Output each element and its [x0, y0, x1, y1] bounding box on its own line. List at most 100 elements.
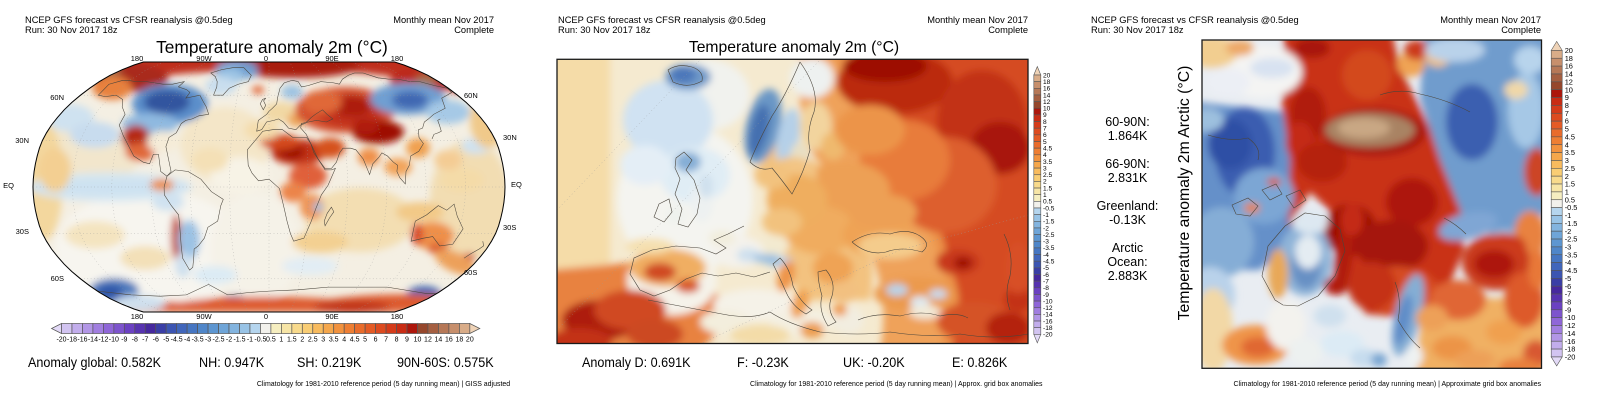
svg-text:-4.5: -4.5	[171, 337, 183, 344]
svg-text:-9: -9	[1043, 292, 1049, 299]
svg-text:-12: -12	[1565, 321, 1576, 330]
svg-text:0.5: 0.5	[1565, 195, 1575, 204]
svg-text:1.5: 1.5	[1043, 185, 1052, 192]
svg-text:-6: -6	[1043, 272, 1049, 279]
svg-text:4.5: 4.5	[1043, 145, 1052, 152]
svg-text:-2.5: -2.5	[1565, 235, 1578, 244]
svg-text:8: 8	[1043, 119, 1047, 126]
svg-text:12: 12	[1565, 77, 1573, 86]
svg-text:10: 10	[1043, 106, 1051, 113]
svg-text:9: 9	[1043, 112, 1047, 119]
svg-text:-20: -20	[56, 337, 66, 344]
svg-text:3.5: 3.5	[1565, 148, 1575, 157]
svg-text:-7: -7	[142, 337, 148, 344]
svg-text:-1: -1	[247, 337, 253, 344]
svg-text:-20: -20	[1565, 353, 1576, 362]
svg-text:-2.5: -2.5	[213, 337, 225, 344]
svg-text:-3.5: -3.5	[192, 337, 204, 344]
svg-text:-20: -20	[1043, 332, 1053, 339]
svg-text:-16: -16	[77, 337, 87, 344]
svg-text:3.5: 3.5	[1043, 159, 1052, 166]
svg-text:6: 6	[1043, 132, 1047, 139]
svg-text:18: 18	[455, 337, 463, 344]
svg-text:2: 2	[1043, 179, 1047, 186]
svg-text:6: 6	[374, 337, 378, 344]
svg-text:7: 7	[384, 337, 388, 344]
svg-text:5: 5	[1565, 125, 1569, 134]
svg-text:2: 2	[300, 337, 304, 344]
svg-text:18: 18	[1043, 79, 1051, 86]
svg-text:-2: -2	[1043, 225, 1049, 232]
svg-text:-3: -3	[205, 337, 211, 344]
svg-text:-16: -16	[1043, 318, 1053, 325]
svg-text:6: 6	[1565, 117, 1569, 126]
svg-text:-0.5: -0.5	[1043, 205, 1055, 212]
svg-text:-5: -5	[1043, 265, 1049, 272]
svg-text:-2: -2	[226, 337, 232, 344]
svg-text:-3: -3	[1043, 239, 1049, 246]
svg-text:-10: -10	[109, 337, 119, 344]
svg-text:12: 12	[1043, 99, 1051, 106]
svg-text:3.5: 3.5	[329, 337, 339, 344]
svg-text:-1.5: -1.5	[233, 337, 245, 344]
svg-text:-12: -12	[1043, 305, 1053, 312]
svg-text:3: 3	[321, 337, 325, 344]
svg-text:-7: -7	[1043, 278, 1049, 285]
svg-text:18: 18	[1565, 54, 1573, 63]
svg-text:-3.5: -3.5	[1565, 250, 1578, 259]
svg-text:-18: -18	[1043, 325, 1053, 332]
svg-text:16: 16	[1565, 62, 1573, 71]
svg-text:2.5: 2.5	[308, 337, 318, 344]
svg-text:5: 5	[363, 337, 367, 344]
svg-text:4.5: 4.5	[1565, 132, 1575, 141]
svg-text:-4: -4	[184, 337, 190, 344]
svg-text:16: 16	[1043, 86, 1051, 93]
svg-text:-14: -14	[1043, 312, 1053, 319]
svg-text:-7: -7	[1565, 290, 1572, 299]
svg-text:3: 3	[1043, 165, 1047, 172]
svg-text:-9: -9	[1565, 305, 1572, 314]
svg-text:-18: -18	[67, 337, 77, 344]
svg-text:-3: -3	[1565, 243, 1572, 252]
svg-text:-12: -12	[98, 337, 108, 344]
svg-text:-8: -8	[1043, 285, 1049, 292]
svg-text:-14: -14	[88, 337, 98, 344]
svg-text:-0.5: -0.5	[254, 337, 266, 344]
svg-text:-6: -6	[1565, 282, 1572, 291]
svg-text:8: 8	[395, 337, 399, 344]
svg-text:-8: -8	[132, 337, 138, 344]
svg-text:-2: -2	[1565, 227, 1572, 236]
svg-text:20: 20	[1565, 46, 1573, 55]
svg-text:-0.5: -0.5	[1565, 203, 1578, 212]
svg-text:9: 9	[1565, 93, 1569, 102]
svg-text:12: 12	[424, 337, 432, 344]
svg-text:-4: -4	[1043, 252, 1049, 259]
svg-text:-6: -6	[153, 337, 159, 344]
svg-text:20: 20	[1043, 72, 1051, 79]
svg-text:-4.5: -4.5	[1043, 259, 1055, 266]
svg-text:10: 10	[1565, 85, 1573, 94]
svg-text:4.5: 4.5	[350, 337, 360, 344]
svg-text:14: 14	[1043, 92, 1051, 99]
svg-text:8: 8	[1565, 101, 1569, 110]
svg-text:2.5: 2.5	[1043, 172, 1052, 179]
svg-text:20: 20	[466, 337, 474, 344]
svg-text:-2.5: -2.5	[1043, 232, 1055, 239]
svg-text:7: 7	[1043, 126, 1047, 133]
svg-text:-1: -1	[1043, 212, 1049, 219]
svg-text:16: 16	[445, 337, 453, 344]
svg-text:1: 1	[1565, 187, 1569, 196]
svg-text:1.5: 1.5	[1565, 180, 1575, 189]
svg-text:14: 14	[1565, 70, 1573, 79]
svg-text:-3.5: -3.5	[1043, 245, 1055, 252]
svg-text:-5: -5	[1565, 274, 1572, 283]
svg-text:-10: -10	[1565, 313, 1576, 322]
svg-text:2.5: 2.5	[1565, 164, 1575, 173]
svg-text:-18: -18	[1565, 345, 1576, 354]
svg-text:3: 3	[1565, 156, 1569, 165]
svg-text:-1: -1	[1565, 211, 1572, 220]
svg-text:-8: -8	[1565, 298, 1572, 307]
svg-text:-14: -14	[1565, 329, 1576, 338]
svg-text:9: 9	[405, 337, 409, 344]
svg-text:2: 2	[1565, 172, 1569, 181]
